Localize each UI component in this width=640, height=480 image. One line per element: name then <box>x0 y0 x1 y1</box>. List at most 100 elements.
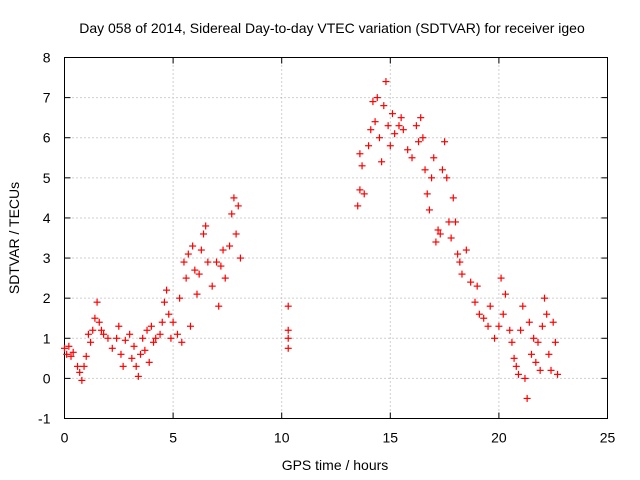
data-points <box>61 78 562 402</box>
data-point <box>536 366 544 374</box>
data-point <box>384 122 392 130</box>
data-point <box>284 334 292 342</box>
data-point <box>412 122 420 130</box>
x-tick-label: 25 <box>600 430 616 446</box>
data-point <box>473 282 481 290</box>
data-point <box>425 206 433 214</box>
grid <box>64 57 608 419</box>
data-point <box>480 314 488 322</box>
data-point <box>365 142 373 150</box>
data-point <box>139 334 147 342</box>
data-point <box>484 322 492 330</box>
data-point <box>543 310 551 318</box>
data-point <box>512 362 520 370</box>
data-point <box>63 350 71 358</box>
data-point <box>415 138 423 146</box>
data-point <box>395 122 403 130</box>
data-point <box>447 234 455 242</box>
data-point <box>373 94 381 102</box>
data-point <box>202 222 210 230</box>
data-point <box>178 338 186 346</box>
data-point <box>358 162 366 170</box>
data-point <box>80 362 88 370</box>
data-point <box>380 102 388 110</box>
data-point <box>76 368 84 376</box>
data-point <box>189 242 197 250</box>
x-tick-label: 5 <box>169 430 177 446</box>
data-point <box>204 258 212 266</box>
data-point <box>514 370 522 378</box>
data-point <box>419 134 427 142</box>
y-tick-label: 2 <box>43 290 51 306</box>
data-point <box>519 302 527 310</box>
data-point <box>471 298 479 306</box>
data-point <box>438 166 446 174</box>
data-point <box>443 174 451 182</box>
data-point <box>137 350 145 358</box>
data-point <box>167 334 175 342</box>
data-point <box>388 110 396 118</box>
data-point <box>527 350 535 358</box>
data-point <box>360 190 368 198</box>
data-point <box>475 310 483 318</box>
data-point <box>78 376 86 384</box>
data-point <box>508 338 516 346</box>
data-point <box>404 146 412 154</box>
data-point <box>399 126 407 134</box>
data-point <box>378 158 386 166</box>
data-point <box>95 318 103 326</box>
data-point <box>69 348 77 356</box>
data-point <box>486 302 494 310</box>
data-point <box>152 334 160 342</box>
data-point <box>184 250 192 258</box>
data-point <box>386 142 394 150</box>
data-point <box>65 342 73 350</box>
data-point <box>200 230 208 238</box>
data-point <box>145 358 153 366</box>
data-point <box>143 326 151 334</box>
data-point <box>186 322 194 330</box>
data-point <box>91 314 99 322</box>
data-point <box>115 322 123 330</box>
data-point <box>195 270 203 278</box>
data-point <box>156 330 164 338</box>
data-point <box>521 374 529 382</box>
data-point <box>497 274 505 282</box>
data-point <box>284 344 292 352</box>
data-point <box>182 274 190 282</box>
data-point <box>534 338 542 346</box>
data-point <box>74 362 82 370</box>
data-point <box>382 78 390 86</box>
chart-title: Day 058 of 2014, Sidereal Day-to-day VTE… <box>79 20 585 36</box>
data-point <box>367 126 375 134</box>
data-point <box>499 310 507 318</box>
data-point <box>147 322 155 330</box>
data-point <box>221 274 229 282</box>
data-point <box>197 246 205 254</box>
data-point <box>87 338 95 346</box>
data-point <box>165 310 173 318</box>
data-point <box>132 362 140 370</box>
data-point <box>458 270 466 278</box>
data-point <box>549 318 557 326</box>
data-point <box>61 344 68 352</box>
data-point <box>191 266 199 274</box>
data-point <box>169 318 177 326</box>
y-tick-label: 6 <box>43 130 51 146</box>
data-point <box>495 322 503 330</box>
data-point <box>523 394 531 402</box>
data-point <box>551 338 559 346</box>
data-point <box>517 326 525 334</box>
data-point <box>449 194 457 202</box>
data-point <box>375 134 383 142</box>
data-point <box>530 334 538 342</box>
data-point <box>230 194 238 202</box>
x-axis-label: GPS time / hours <box>282 457 389 473</box>
data-point <box>208 282 216 290</box>
y-axis-label: SDTVAR / TECUs <box>6 182 22 294</box>
data-point <box>226 242 234 250</box>
data-point <box>97 326 105 334</box>
x-tick-label: 0 <box>61 430 69 446</box>
data-point <box>89 326 97 334</box>
